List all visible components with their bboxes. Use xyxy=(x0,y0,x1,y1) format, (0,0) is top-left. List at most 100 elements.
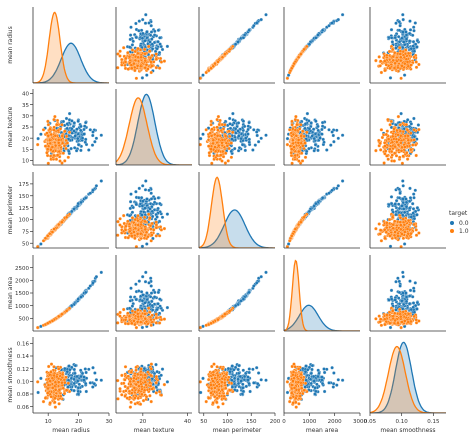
point-1-0 xyxy=(414,65,419,70)
point-0-0 xyxy=(320,124,325,128)
point-0-0 xyxy=(264,133,268,137)
point-0-0 xyxy=(134,202,138,207)
point-1-0 xyxy=(210,161,214,165)
point-0-0 xyxy=(415,38,420,43)
point-0-0 xyxy=(410,201,415,206)
point-0-0 xyxy=(404,30,408,34)
point-1-0 xyxy=(55,153,60,157)
point-0-0 xyxy=(144,179,148,183)
point-1-0 xyxy=(396,114,401,119)
point-1-0 xyxy=(146,44,151,49)
point-0-0 xyxy=(148,40,152,44)
point-1-0 xyxy=(35,142,40,147)
point-1-0 xyxy=(154,52,158,56)
point-0-0 xyxy=(411,25,416,29)
point-1-0 xyxy=(385,220,389,225)
point-0-0 xyxy=(36,136,40,141)
point-0-0 xyxy=(411,192,416,196)
point-0-0 xyxy=(128,33,133,37)
point-1-0 xyxy=(126,50,130,55)
point-1-0 xyxy=(135,232,140,236)
point-1-0 xyxy=(393,144,397,149)
point-1-0 xyxy=(383,144,387,148)
point-0-0 xyxy=(76,119,80,123)
point-0-0 xyxy=(236,148,241,153)
point-0-0 xyxy=(165,44,170,49)
point-1-0 xyxy=(135,64,140,68)
panel-mean-perimeter-vs-mean-radius xyxy=(32,172,109,249)
point-1-0 xyxy=(210,127,214,131)
point-1-0 xyxy=(136,51,140,56)
point-1-0 xyxy=(395,128,399,133)
point-1-0 xyxy=(384,230,389,234)
point-1-0 xyxy=(296,141,301,145)
point-0-0 xyxy=(407,31,412,36)
point-0-0 xyxy=(76,201,80,206)
point-0-0 xyxy=(340,179,345,183)
point-1-0 xyxy=(379,239,384,243)
point-0-0 xyxy=(145,73,149,77)
point-1-0 xyxy=(404,122,409,127)
point-1-0 xyxy=(206,144,211,148)
point-0-0 xyxy=(94,184,99,188)
point-1-0 xyxy=(142,215,147,220)
point-0-0 xyxy=(147,21,151,25)
point-1-0 xyxy=(159,228,164,232)
point-1-0 xyxy=(126,67,130,71)
point-1-0 xyxy=(390,140,395,145)
point-1-0 xyxy=(297,127,302,131)
kde-line-mean-texture-1-0 xyxy=(116,97,192,165)
point-1-0 xyxy=(389,119,394,124)
point-1-0 xyxy=(417,127,421,132)
point-1-0 xyxy=(412,55,416,60)
point-0-0 xyxy=(156,206,160,211)
point-1-0 xyxy=(391,54,395,59)
point-1-0 xyxy=(405,128,410,132)
point-0-0 xyxy=(127,45,132,49)
point-0-0 xyxy=(394,21,398,25)
point-1-0 xyxy=(204,70,208,75)
point-1-0 xyxy=(209,122,213,127)
point-1-0 xyxy=(401,154,405,158)
point-1-0 xyxy=(50,230,55,234)
point-1-0 xyxy=(56,222,61,227)
point-0-0 xyxy=(88,128,93,132)
point-0-0 xyxy=(150,42,155,46)
point-0-0 xyxy=(152,33,157,37)
point-1-0 xyxy=(393,230,397,234)
point-0-0 xyxy=(314,36,318,40)
point-0-0 xyxy=(394,198,399,203)
point-0-0 xyxy=(313,132,318,136)
point-1-0 xyxy=(221,127,226,131)
point-1-0 xyxy=(143,58,148,63)
point-1-0 xyxy=(52,153,56,158)
point-1-0 xyxy=(47,231,52,236)
point-1-0 xyxy=(116,219,120,224)
point-1-0 xyxy=(378,141,382,146)
point-1-0 xyxy=(290,161,294,165)
point-1-0 xyxy=(413,143,418,147)
point-0-0 xyxy=(412,216,417,221)
point-0-0 xyxy=(401,40,406,44)
point-1-0 xyxy=(294,133,299,138)
point-1-0 xyxy=(386,117,390,122)
point-0-0 xyxy=(150,214,155,219)
point-0-0 xyxy=(137,19,142,23)
point-0-0 xyxy=(75,136,80,141)
point-1-0 xyxy=(390,47,395,52)
point-0-0 xyxy=(394,212,398,217)
point-0-0 xyxy=(388,244,393,248)
point-1-0 xyxy=(118,54,122,58)
point-0-0 xyxy=(393,35,397,40)
point-1-0 xyxy=(305,130,309,135)
point-1-0 xyxy=(302,215,306,220)
point-0-0 xyxy=(237,146,242,150)
point-1-0 xyxy=(54,157,59,161)
point-1-0 xyxy=(67,130,72,135)
point-0-0 xyxy=(309,121,313,125)
point-1-0 xyxy=(53,133,58,138)
point-1-0 xyxy=(405,150,409,155)
point-0-0 xyxy=(401,30,405,34)
point-0-0 xyxy=(240,143,245,147)
point-1-0 xyxy=(285,76,290,81)
